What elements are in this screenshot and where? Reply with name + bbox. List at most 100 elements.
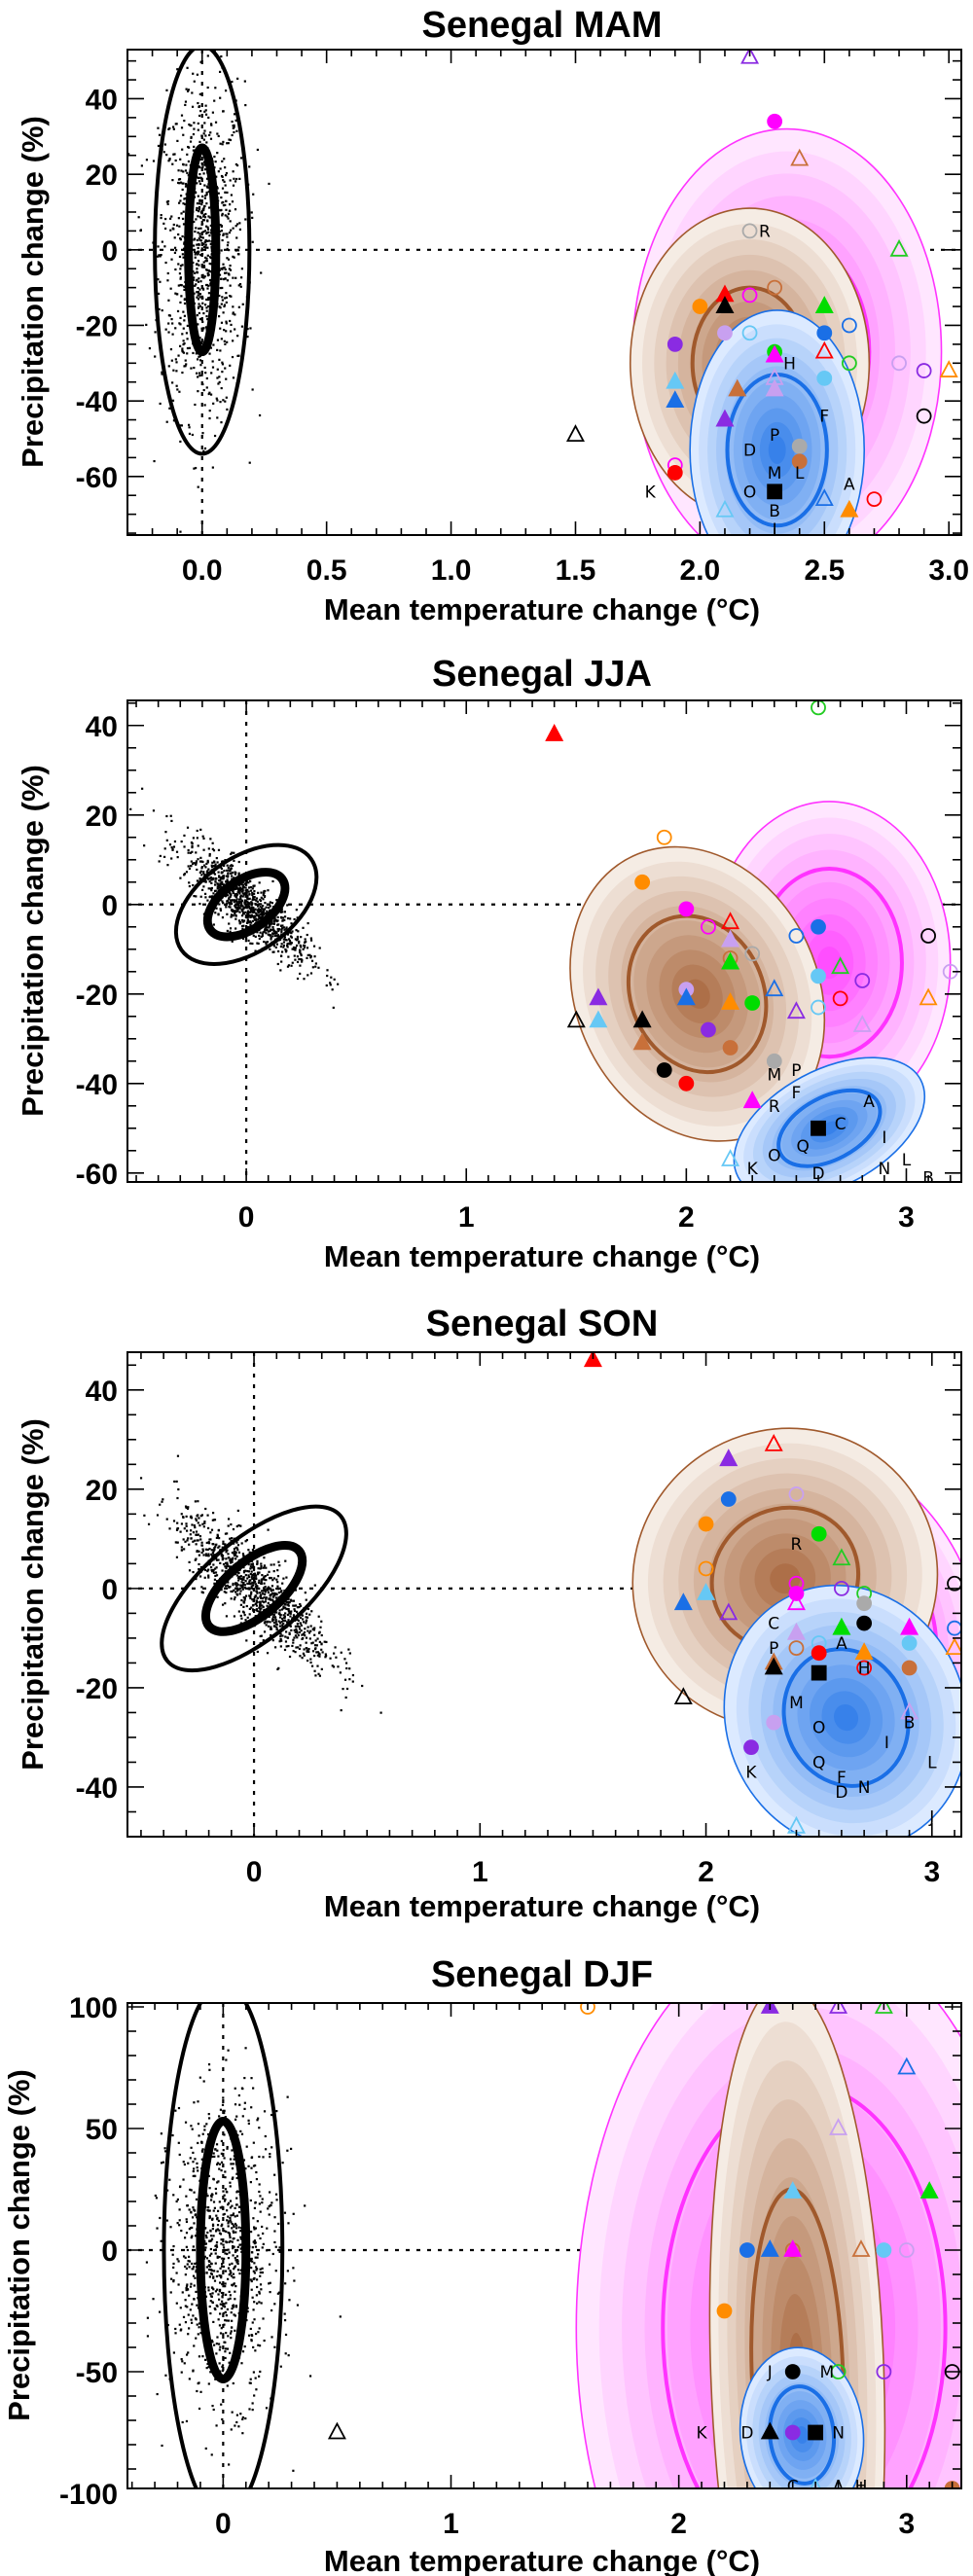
variability-point — [201, 287, 204, 290]
variability-point — [205, 298, 208, 302]
variability-point — [234, 2231, 237, 2234]
variability-point — [258, 2301, 261, 2304]
variability-point — [218, 878, 222, 882]
variability-point — [234, 2103, 237, 2106]
variability-point — [195, 863, 198, 866]
variability-point — [296, 1631, 299, 1634]
variability-point — [271, 932, 275, 935]
variability-point — [252, 1577, 255, 1581]
variability-point — [261, 1600, 264, 1603]
variability-point — [198, 296, 201, 299]
variability-point — [249, 2181, 252, 2184]
variability-point — [250, 907, 253, 910]
variability-point — [193, 292, 196, 295]
variability-point — [210, 1553, 213, 1556]
variability-point — [274, 934, 277, 937]
variability-point — [177, 284, 180, 287]
circle-marker — [876, 2242, 892, 2258]
variability-point — [211, 2223, 215, 2226]
model-letter-label: N — [832, 2424, 845, 2444]
variability-point — [180, 2229, 183, 2233]
variability-point — [165, 2219, 168, 2222]
variability-point — [246, 903, 249, 906]
y-tick-label: 40 — [86, 711, 118, 743]
variability-point — [166, 279, 169, 282]
variability-point — [238, 282, 242, 286]
y-tick-label: 20 — [86, 160, 118, 192]
variability-point — [166, 202, 169, 205]
variability-point — [168, 314, 171, 317]
variability-point — [241, 2432, 244, 2435]
variability-point — [245, 921, 249, 925]
variability-point — [206, 1569, 209, 1573]
triangle-marker — [728, 378, 747, 397]
variability-point — [260, 913, 263, 916]
variability-point — [212, 2209, 215, 2212]
variability-point — [234, 912, 236, 915]
variability-point — [169, 2226, 172, 2229]
variability-point — [198, 277, 200, 280]
variability-point — [287, 1610, 290, 1613]
model-letter-label: D — [740, 2424, 753, 2444]
variability-point — [297, 1633, 300, 1637]
variability-point — [263, 891, 266, 894]
variability-point — [176, 856, 179, 859]
variability-point — [186, 346, 190, 350]
variability-point — [220, 876, 223, 878]
variability-point — [246, 916, 249, 919]
variability-point — [246, 1569, 249, 1573]
variability-point — [180, 169, 183, 172]
variability-point — [254, 2245, 258, 2248]
variability-point — [235, 1547, 238, 1550]
variability-point — [313, 1633, 316, 1636]
variability-point — [182, 1538, 185, 1541]
variability-point — [214, 2187, 217, 2191]
variability-point — [185, 2232, 189, 2235]
variability-point — [198, 202, 201, 205]
variability-point — [208, 234, 211, 237]
variability-point — [187, 2351, 190, 2354]
variability-point — [285, 1576, 288, 1579]
variability-point — [205, 193, 208, 196]
variability-point — [195, 2271, 198, 2273]
variability-point — [202, 388, 205, 392]
variability-point — [172, 845, 176, 848]
variability-point — [223, 277, 226, 281]
variability-point — [226, 408, 229, 411]
variability-point — [239, 1577, 242, 1581]
variability-point — [255, 1587, 258, 1590]
variability-point — [292, 2212, 295, 2215]
variability-point — [203, 2129, 206, 2131]
variability-point — [224, 2176, 227, 2179]
variability-point — [258, 1600, 261, 1604]
variability-point — [208, 2216, 211, 2220]
variability-point — [210, 2453, 213, 2456]
x-tick-label: 1 — [458, 1201, 475, 1234]
variability-point — [237, 305, 240, 308]
variability-point — [218, 273, 222, 276]
variability-point — [171, 2133, 174, 2137]
variability-point — [260, 1562, 263, 1565]
variability-point — [171, 399, 175, 402]
variability-point — [154, 2194, 157, 2198]
variability-point — [232, 2176, 234, 2179]
variability-point — [162, 855, 166, 858]
variability-point — [182, 170, 185, 173]
variability-point — [211, 877, 214, 881]
distribution-band — [770, 1563, 801, 1594]
variability-point — [225, 208, 228, 211]
variability-point — [234, 1557, 237, 1560]
variability-point — [220, 54, 223, 58]
variability-point — [198, 2322, 201, 2325]
variability-point — [248, 2408, 251, 2411]
variability-point — [179, 877, 182, 879]
y-tick-label: -20 — [76, 980, 118, 1012]
variability-point — [255, 919, 258, 922]
variability-point — [279, 1591, 283, 1593]
variability-point — [219, 882, 222, 885]
variability-point — [190, 2282, 193, 2285]
variability-point — [266, 910, 269, 912]
variability-point — [198, 1550, 200, 1553]
variability-point — [278, 1564, 281, 1567]
